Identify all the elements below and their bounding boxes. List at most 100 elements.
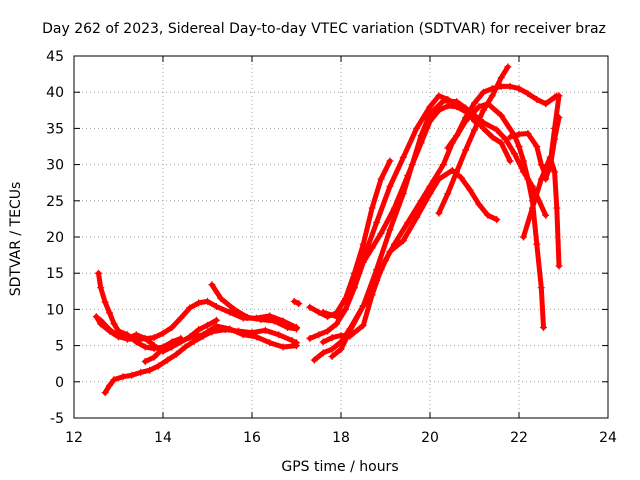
data-point-marker bbox=[97, 316, 105, 324]
data-point-marker bbox=[150, 342, 158, 350]
data-point-marker bbox=[226, 325, 234, 333]
data-point-marker bbox=[195, 299, 203, 307]
data-point-marker bbox=[546, 153, 554, 161]
data-point-marker bbox=[368, 204, 376, 212]
series-track-13 bbox=[319, 102, 514, 321]
data-point-marker bbox=[373, 219, 381, 227]
data-point-marker bbox=[163, 356, 171, 364]
series-track-7 bbox=[290, 297, 303, 308]
data-point-marker bbox=[328, 345, 336, 353]
data-point-marker bbox=[484, 211, 492, 219]
data-point-marker bbox=[553, 204, 561, 212]
data-point-marker bbox=[519, 157, 527, 165]
data-point-marker bbox=[195, 326, 203, 334]
data-point-marker bbox=[479, 88, 487, 96]
data-point-marker bbox=[504, 63, 512, 71]
data-point-marker bbox=[524, 90, 532, 98]
data-point-marker bbox=[462, 114, 470, 122]
grid-lines bbox=[74, 56, 608, 418]
data-point-marker bbox=[128, 371, 136, 379]
series-track-14 bbox=[435, 63, 512, 217]
data-point-marker bbox=[533, 240, 541, 248]
series-trace bbox=[320, 167, 500, 345]
data-point-marker bbox=[315, 331, 323, 339]
y-tick-label: 15 bbox=[46, 266, 64, 282]
data-point-marker bbox=[212, 303, 220, 311]
data-point-marker bbox=[244, 313, 252, 321]
data-point-marker bbox=[106, 381, 114, 389]
data-point-marker bbox=[333, 313, 341, 321]
series-track-12 bbox=[328, 100, 547, 360]
data-point-marker bbox=[310, 356, 318, 364]
data-point-marker bbox=[471, 126, 478, 134]
data-point-marker bbox=[341, 305, 349, 313]
data-point-marker bbox=[261, 326, 269, 334]
data-point-marker bbox=[511, 150, 519, 158]
data-point-marker bbox=[290, 297, 298, 305]
data-point-marker bbox=[172, 339, 180, 347]
series-trace bbox=[445, 83, 560, 151]
y-tick-label: 20 bbox=[46, 230, 64, 246]
data-point-marker bbox=[337, 345, 345, 353]
data-point-marker bbox=[306, 303, 314, 311]
data-point-marker bbox=[471, 114, 478, 122]
data-point-marker bbox=[110, 320, 118, 328]
y-tick-label: 25 bbox=[46, 194, 64, 210]
data-point-marker bbox=[319, 308, 327, 316]
series-track-18 bbox=[519, 153, 563, 270]
data-point-marker bbox=[426, 110, 434, 118]
x-tick-label: 14 bbox=[154, 430, 172, 446]
data-point-marker bbox=[359, 240, 367, 248]
data-point-marker bbox=[502, 135, 510, 143]
data-point-marker bbox=[493, 126, 501, 134]
y-tick-label: 40 bbox=[46, 85, 64, 101]
data-point-marker bbox=[270, 317, 278, 325]
data-point-marker bbox=[399, 237, 407, 245]
data-point-marker bbox=[212, 322, 220, 330]
data-point-marker bbox=[115, 332, 122, 340]
data-point-marker bbox=[519, 233, 527, 241]
data-point-marker bbox=[186, 334, 194, 342]
data-point-marker bbox=[515, 85, 523, 93]
data-point-marker bbox=[359, 258, 367, 266]
data-point-marker bbox=[141, 343, 149, 351]
data-point-marker bbox=[328, 352, 336, 360]
data-point-marker bbox=[368, 244, 376, 252]
data-point-marker bbox=[186, 304, 194, 312]
data-point-marker bbox=[137, 368, 145, 376]
data-point-marker bbox=[181, 343, 189, 351]
data-point-marker bbox=[426, 103, 434, 111]
data-point-marker bbox=[435, 209, 443, 217]
data-point-marker bbox=[319, 338, 327, 346]
data-point-marker bbox=[524, 175, 532, 183]
data-point-marker bbox=[226, 308, 234, 316]
data-point-marker bbox=[359, 321, 367, 329]
data-point-marker bbox=[204, 321, 211, 329]
data-point-marker bbox=[377, 175, 385, 183]
series-trace bbox=[543, 93, 562, 182]
x-tick-label: 24 bbox=[599, 430, 617, 446]
data-point-marker bbox=[386, 226, 394, 234]
data-point-marker bbox=[457, 174, 465, 182]
data-point-marker bbox=[435, 106, 443, 114]
data-point-marker bbox=[382, 256, 389, 264]
x-tick-label: 12 bbox=[65, 430, 83, 446]
data-point-marker bbox=[551, 124, 559, 132]
data-point-marker bbox=[324, 327, 332, 335]
data-point-marker bbox=[413, 124, 421, 132]
data-point-marker bbox=[551, 168, 559, 176]
data-point-marker bbox=[333, 320, 341, 328]
data-point-marker bbox=[488, 133, 496, 141]
data-point-marker bbox=[444, 190, 452, 198]
data-point-marker bbox=[417, 139, 425, 147]
data-point-marker bbox=[177, 314, 185, 322]
series-track-6 bbox=[141, 322, 300, 366]
data-point-marker bbox=[146, 366, 154, 374]
data-point-marker bbox=[413, 213, 421, 221]
data-point-marker bbox=[306, 334, 314, 342]
x-tick-label: 16 bbox=[243, 430, 261, 446]
data-point-marker bbox=[390, 240, 398, 248]
data-point-marker bbox=[497, 74, 505, 82]
data-point-marker bbox=[92, 313, 100, 321]
